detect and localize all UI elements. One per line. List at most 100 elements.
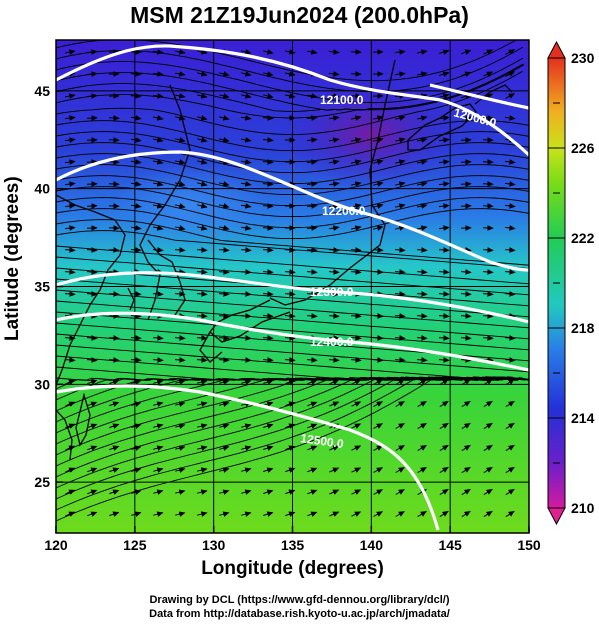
wind-arrow <box>417 49 428 55</box>
wind-arrow <box>64 225 76 231</box>
wind-arrow <box>438 159 450 165</box>
wind-arrow <box>307 467 318 473</box>
wind-arrow <box>372 137 384 143</box>
wind-arrow <box>328 313 340 319</box>
wind-arrow <box>417 466 427 474</box>
wind-arrow <box>505 400 515 408</box>
wind-arrow <box>65 467 76 473</box>
wind-arrow <box>439 93 450 99</box>
wind-arrow <box>483 378 493 386</box>
wind-arrow <box>306 269 318 275</box>
wind-arrow <box>482 335 494 341</box>
streamline <box>56 208 529 240</box>
wind-arrow <box>328 269 340 275</box>
wind-arrow <box>64 115 76 121</box>
wind-arrow <box>196 137 208 143</box>
wind-arrow <box>174 247 186 253</box>
wind-arrow <box>218 71 230 77</box>
wind-arrow <box>108 159 120 165</box>
wind-arrow <box>262 335 274 341</box>
colorbar-tick-label: 222 <box>571 230 595 246</box>
wind-arrow <box>306 203 318 209</box>
wind-arrow <box>262 313 274 319</box>
wind-arrow <box>373 489 384 495</box>
wind-arrow <box>416 357 428 363</box>
y-tick-label: 30 <box>34 376 50 392</box>
wind-arrow <box>130 49 142 55</box>
wind-arrow <box>196 93 208 99</box>
wind-arrow <box>483 49 494 55</box>
wind-arrow <box>351 423 362 429</box>
wind-arrow <box>306 247 318 253</box>
wind-arrow <box>438 181 450 187</box>
wind-arrow <box>196 511 208 517</box>
wind-arrow <box>328 357 340 363</box>
streamline <box>56 219 529 266</box>
contour-12500 <box>56 384 440 531</box>
wind-arrow <box>438 269 450 275</box>
wind-arrow <box>372 203 384 209</box>
wind-arrow <box>329 225 340 231</box>
wind-arrow <box>152 49 164 55</box>
wind-arrow <box>196 379 208 385</box>
wind-arrow <box>153 159 164 165</box>
wind-arrow <box>65 379 76 385</box>
wind-arrow <box>153 423 164 429</box>
wind-arrow <box>394 357 406 363</box>
wind-arrow <box>438 357 450 363</box>
colorbar-tick-label: 218 <box>571 320 595 336</box>
wind-arrow <box>175 49 186 55</box>
wind-arrow <box>240 291 252 297</box>
wind-arrow <box>196 291 208 297</box>
wind-arrow <box>505 488 515 496</box>
x-tick-label: 135 <box>281 537 305 553</box>
contour-label-12200: 12200.0 <box>322 204 366 218</box>
wind-arrow <box>241 181 252 187</box>
wind-arrow <box>373 467 384 473</box>
wind-arrow <box>372 181 384 187</box>
wind-arrow <box>174 203 186 209</box>
wind-arrow <box>175 401 186 407</box>
wind-arrow <box>218 181 230 187</box>
wind-arrow <box>394 115 406 121</box>
wind-arrow <box>439 444 449 452</box>
contour-12000 <box>429 83 529 110</box>
wind-arrow <box>64 203 76 209</box>
wind-arrow <box>306 159 318 165</box>
wind-arrow <box>394 181 406 187</box>
wind-arrow <box>108 313 120 319</box>
wind-arrow <box>218 313 230 319</box>
wind-arrow <box>329 137 340 143</box>
wind-arrow <box>64 137 76 143</box>
wind-arrow <box>351 379 362 385</box>
wind-arrow <box>262 159 274 165</box>
wind-arrow <box>350 313 362 319</box>
wind-arrow <box>504 115 516 121</box>
wind-arrow <box>351 489 362 495</box>
wind-arrow <box>417 510 427 518</box>
wind-arrow <box>329 401 340 407</box>
x-axis-label: Longitude (degrees) <box>201 558 384 579</box>
wind-arrow <box>417 71 428 77</box>
wind-arrow <box>196 181 208 187</box>
wind-arrow <box>417 115 428 121</box>
wind-arrow <box>439 422 449 430</box>
wind-arrow <box>394 269 406 275</box>
wind-arrow <box>219 489 230 495</box>
wind-arrow <box>262 357 274 363</box>
wind-arrow <box>263 511 274 517</box>
wind-arrow <box>439 49 450 55</box>
wind-arrow <box>306 225 318 231</box>
wind-arrow <box>285 71 296 77</box>
wind-arrow <box>152 93 164 99</box>
wind-arrow <box>417 444 427 452</box>
wind-arrow <box>483 400 493 408</box>
wind-arrow <box>438 115 450 121</box>
wind-arrow <box>130 225 142 231</box>
wind-arrow <box>461 378 471 386</box>
wind-arrow <box>505 93 516 99</box>
x-tick-label: 125 <box>123 537 147 553</box>
wind-arrow <box>395 511 405 517</box>
wind-arrow <box>218 203 230 209</box>
wind-arrow <box>152 335 164 341</box>
